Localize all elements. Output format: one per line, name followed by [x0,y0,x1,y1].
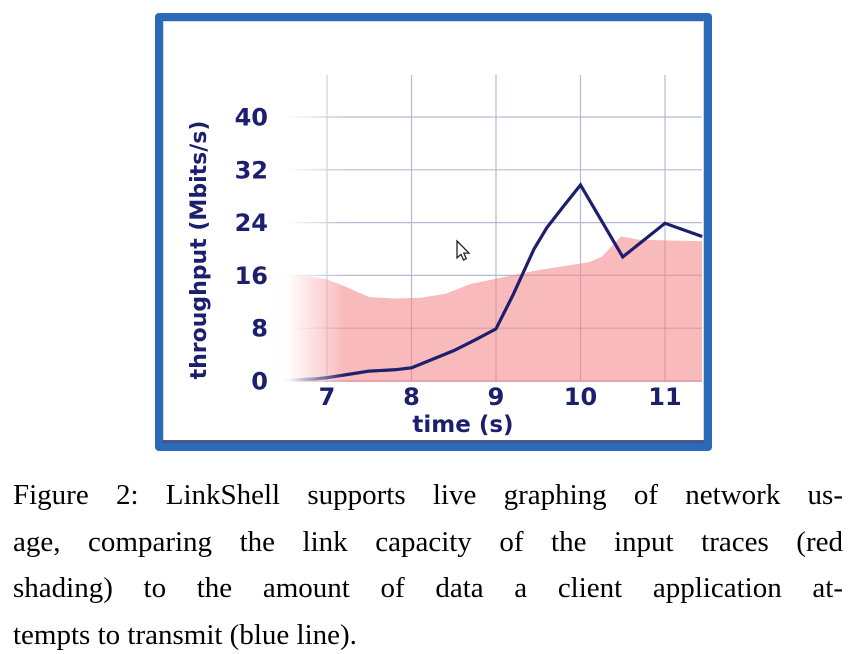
figure-caption: Figure 2: LinkShell supports live graphi… [13,472,843,654]
svg-text:10: 10 [564,383,597,411]
plot-area: 7 8 9 10 11 0 8 16 24 32 40 time (s) throughput (… [163,21,704,443]
svg-text:7: 7 [319,383,336,411]
svg-text:9: 9 [488,383,505,411]
svg-text:40: 40 [235,104,268,132]
caption-line: age, comparing the link capacity of the … [13,525,843,558]
mouse-cursor-icon [456,239,471,261]
y-axis-title: throughput (Mbits/s) [187,121,212,380]
caption-line: tempts to transmit (blue line). [13,618,357,651]
throughput-plot: 7 8 9 10 11 0 8 16 24 32 40 time (s) throughput (… [163,75,704,443]
svg-text:16: 16 [235,262,268,290]
svg-text:8: 8 [403,383,420,411]
svg-text:11: 11 [648,383,681,411]
link-capacity-area [272,236,703,382]
plot-bottom-edge [163,440,704,443]
chart-window: 7 8 9 10 11 0 8 16 24 32 40 time (s) throughput (… [155,13,712,451]
svg-text:32: 32 [235,156,268,184]
svg-text:0: 0 [251,368,268,396]
left-edge-fade [270,75,345,383]
svg-text:8: 8 [251,315,268,343]
caption-line: Figure 2: LinkShell supports live graphi… [13,479,843,511]
y-tick-labels: 0 8 16 24 32 40 [235,104,268,396]
x-tick-labels: 7 8 9 10 11 [319,383,682,411]
x-axis-title: time (s) [412,412,513,438]
svg-text:24: 24 [235,209,268,237]
client-throughput-line [284,182,703,382]
caption-line: shading) to the amount of data a client … [13,572,843,604]
